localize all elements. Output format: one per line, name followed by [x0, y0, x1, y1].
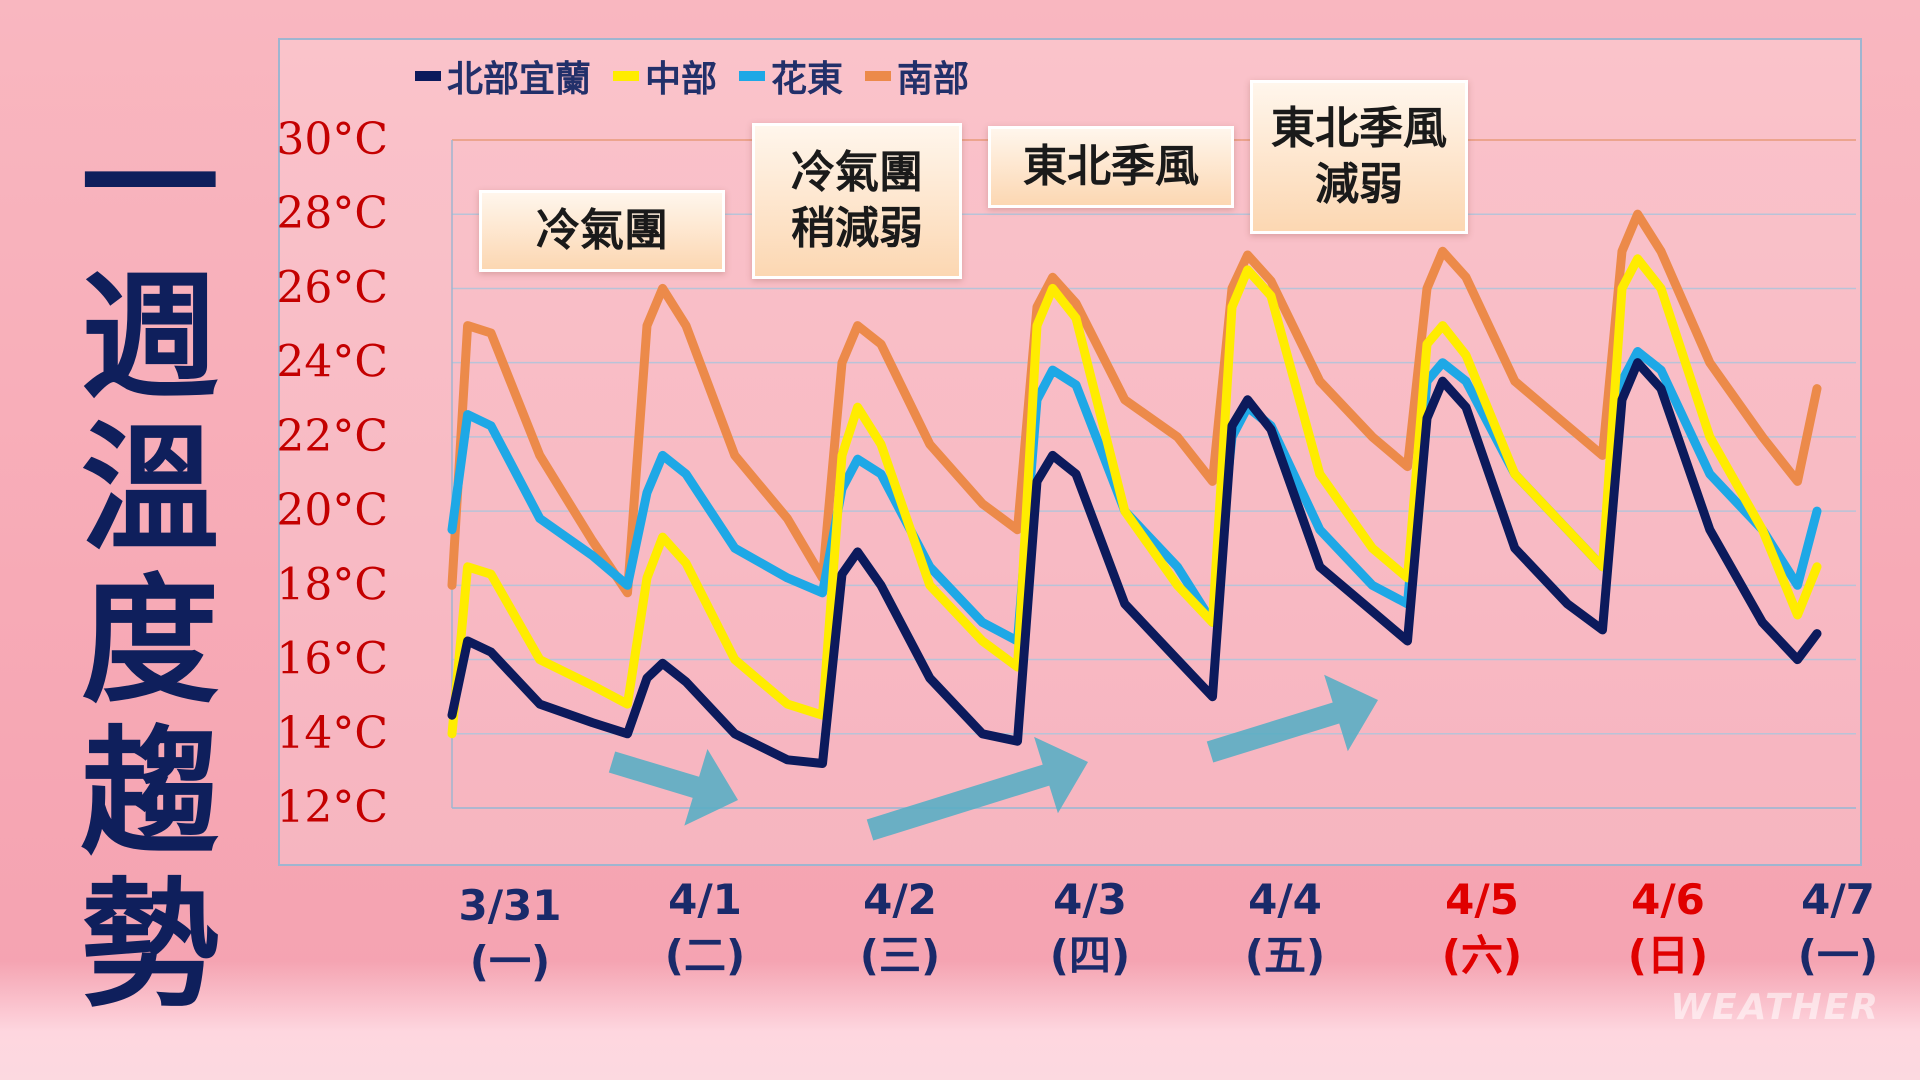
y-tick-label: 16°C [276, 634, 388, 685]
legend-item-south: 南部 [865, 50, 969, 102]
y-tick-label: 12°C [276, 782, 388, 833]
x-tick-label: 4/6 (日) [1627, 875, 1709, 980]
legend-label-north: 北部宜蘭 [447, 59, 592, 100]
legend-item-east: 花東 [739, 50, 843, 102]
x-tick-label: 4/1 (二) [664, 875, 746, 980]
y-tick-label: 14°C [276, 708, 388, 759]
chart-legend: 北部宜蘭 中部 花東 南部 [415, 50, 969, 102]
annotation-cold-air-mass: 冷氣團 [479, 190, 725, 272]
y-tick-label: 24°C [276, 337, 388, 388]
legend-swatch-central [613, 71, 640, 81]
x-tick-label: 3/31 (一) [458, 881, 562, 986]
y-tick-label: 20°C [276, 485, 388, 536]
watermark: WEATHER [1670, 987, 1880, 1028]
bottom-decor-band [0, 960, 1920, 1080]
x-tick-label: 4/5 (六) [1441, 875, 1523, 980]
x-tick-label: 4/3 (四) [1049, 875, 1131, 980]
y-tick-label: 22°C [276, 411, 388, 462]
x-tick-label: 4/7 (一) [1797, 875, 1879, 980]
annotation-ne-monsoon: 東北季風 [988, 126, 1234, 208]
y-tick-label: 26°C [276, 262, 388, 313]
legend-item-central: 中部 [613, 50, 717, 102]
series-line-south [447, 209, 1822, 598]
series-line-north [447, 358, 1822, 768]
x-tick-label: 4/4 (五) [1244, 875, 1326, 980]
trend-arrow-2 [866, 736, 1088, 841]
legend-item-north: 北部宜蘭 [415, 50, 591, 102]
y-tick-label: 30°C [276, 114, 388, 165]
annotation-cold-air-weakening: 冷氣團 稍減弱 [752, 123, 962, 279]
trend-arrow-3 [1206, 674, 1378, 763]
legend-swatch-east [739, 71, 766, 81]
page-title: 一週溫度趨勢 [80, 105, 219, 1026]
series-line-central [447, 254, 1822, 739]
x-tick-label: 4/2 (三) [859, 875, 941, 980]
legend-swatch-south [865, 71, 892, 81]
legend-label-east: 花東 [771, 59, 844, 100]
annotation-ne-monsoon-weakening: 東北季風 減弱 [1250, 80, 1468, 234]
trend-arrow-1 [608, 748, 738, 826]
legend-swatch-north [415, 71, 441, 81]
y-tick-label: 28°C [276, 188, 388, 239]
y-tick-label: 18°C [276, 559, 388, 610]
legend-label-central: 中部 [645, 59, 718, 100]
legend-label-south: 南部 [897, 59, 970, 100]
